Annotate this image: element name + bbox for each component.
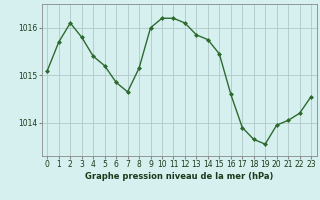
X-axis label: Graphe pression niveau de la mer (hPa): Graphe pression niveau de la mer (hPa) bbox=[85, 172, 273, 181]
